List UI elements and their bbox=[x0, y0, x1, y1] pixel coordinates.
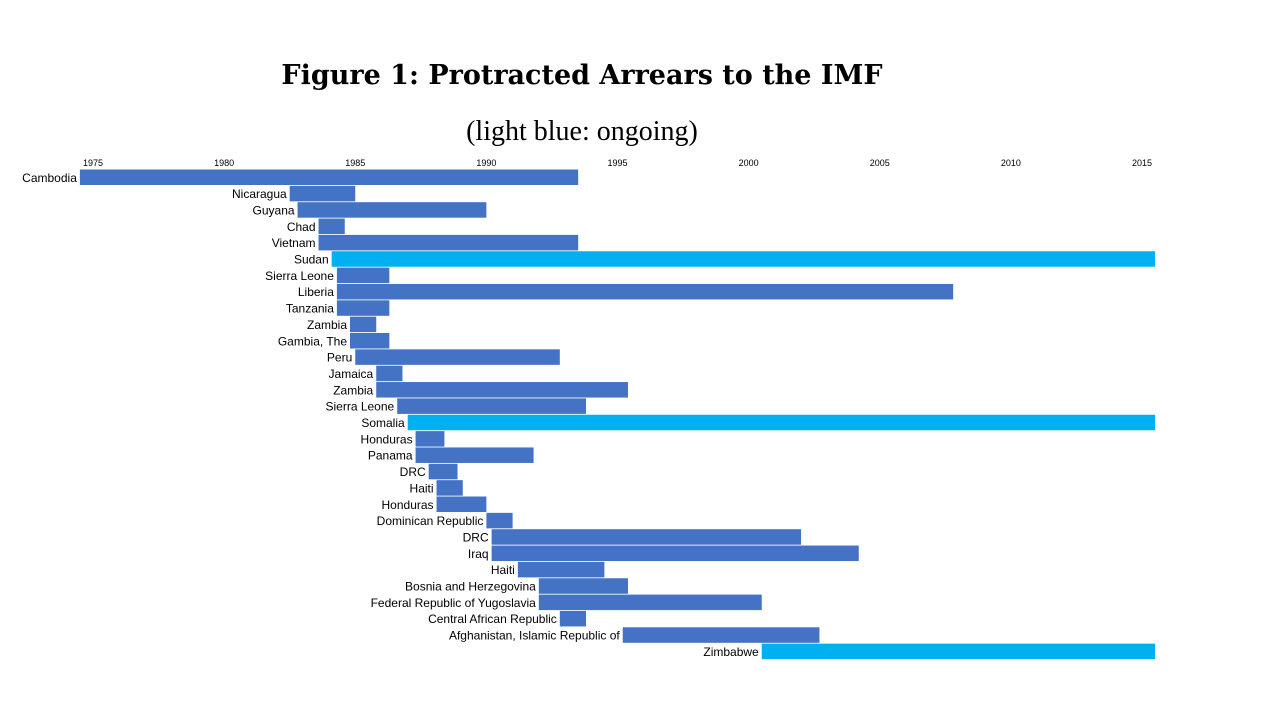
arrears-bar bbox=[355, 349, 560, 365]
bar-label: Central African Republic bbox=[428, 612, 557, 626]
bar-label: DRC bbox=[400, 465, 426, 479]
arrears-bar bbox=[538, 594, 762, 611]
arrears-bar bbox=[436, 480, 463, 496]
bar-label: Honduras bbox=[382, 498, 434, 512]
bar-label: Haiti bbox=[491, 563, 515, 577]
arrears-bar bbox=[415, 447, 534, 463]
chart-title: Figure 1: Protracted Arrears to the IMF bbox=[281, 60, 883, 91]
bar-label: Nicaragua bbox=[232, 187, 287, 201]
ongoing-arrears-bar bbox=[407, 414, 1156, 431]
arrears-bar bbox=[350, 316, 377, 333]
bar-label: Afghanistan, Islamic Republic of bbox=[449, 629, 620, 643]
bar-label: Sudan bbox=[294, 253, 329, 267]
arrears-bar bbox=[336, 300, 390, 316]
bar-label: Chad bbox=[287, 220, 316, 234]
bar-label: DRC bbox=[463, 530, 489, 544]
arrears-bar bbox=[486, 512, 513, 529]
ongoing-arrears-bar bbox=[331, 251, 1156, 267]
arrears-bar bbox=[297, 202, 487, 218]
bar-label: Cambodia bbox=[22, 171, 77, 185]
arrears-bar bbox=[336, 267, 390, 284]
bar-label: Liberia bbox=[298, 285, 334, 299]
x-tick-label: 1975 bbox=[83, 158, 103, 168]
bar-label: Honduras bbox=[361, 432, 413, 446]
arrears-bar bbox=[491, 529, 802, 545]
bar-label: Iraq bbox=[468, 547, 489, 561]
chart-subtitle: (light blue: ongoing) bbox=[466, 116, 698, 147]
bar-label: Vietnam bbox=[272, 236, 316, 250]
bar-label: Jamaica bbox=[329, 367, 374, 381]
arrears-bar bbox=[397, 398, 587, 414]
x-tick-label: 1980 bbox=[214, 158, 234, 168]
bar-label: Zambia bbox=[333, 383, 373, 397]
x-tick-label: 1995 bbox=[607, 158, 627, 168]
arrears-bar bbox=[79, 169, 579, 185]
arrears-bar bbox=[622, 627, 820, 643]
x-tick-label: 1985 bbox=[345, 158, 365, 168]
bar-label: Haiti bbox=[410, 481, 434, 495]
arrears-bar bbox=[289, 185, 356, 202]
arrears-bar bbox=[336, 283, 954, 300]
bar-label: Federal Republic of Yugoslavia bbox=[371, 596, 537, 610]
bar-label: Dominican Republic bbox=[377, 514, 484, 528]
x-tick-label: 2000 bbox=[739, 158, 759, 168]
x-tick-label: 2005 bbox=[870, 158, 890, 168]
bar-label: Somalia bbox=[361, 416, 405, 430]
bars-group bbox=[79, 169, 1156, 660]
arrears-bar bbox=[318, 218, 345, 235]
x-tick-label: 2015 bbox=[1132, 158, 1152, 168]
arrears-bar bbox=[350, 333, 390, 349]
arrears-bar bbox=[415, 431, 445, 447]
bar-label: Zambia bbox=[307, 318, 347, 332]
bar-label: Zimbabwe bbox=[703, 645, 759, 659]
arrears-bar bbox=[376, 365, 403, 382]
bar-label: Bosnia and Herzegovina bbox=[405, 580, 536, 594]
x-tick-label: 1990 bbox=[476, 158, 496, 168]
x-axis-ticks: 1975 1980 1985 1990 1995 2000 2005 2010 2015 bbox=[83, 158, 1152, 168]
arrears-bar bbox=[538, 578, 628, 594]
arrears-bar bbox=[491, 545, 859, 562]
bar-label: Panama bbox=[368, 449, 413, 463]
bar-label: Tanzania bbox=[286, 302, 334, 316]
bar-label: Sierra Leone bbox=[265, 269, 334, 283]
x-tick-label: 2010 bbox=[1001, 158, 1021, 168]
arrears-bar bbox=[428, 463, 458, 480]
arrears-bar bbox=[376, 382, 628, 398]
ongoing-arrears-bar bbox=[761, 643, 1156, 660]
bar-label: Sierra Leone bbox=[325, 400, 394, 414]
arrears-bar bbox=[517, 561, 605, 578]
bar-label: Peru bbox=[327, 351, 352, 365]
arrears-bar bbox=[559, 610, 587, 627]
arrears-bar bbox=[318, 234, 579, 251]
bar-label: Guyana bbox=[253, 203, 295, 217]
arrears-bar bbox=[436, 496, 487, 512]
bar-labels-group: Cambodia Nicaragua Guyana Chad Vietnam Sudan S… bbox=[22, 171, 759, 659]
bar-label: Gambia, The bbox=[278, 334, 347, 348]
